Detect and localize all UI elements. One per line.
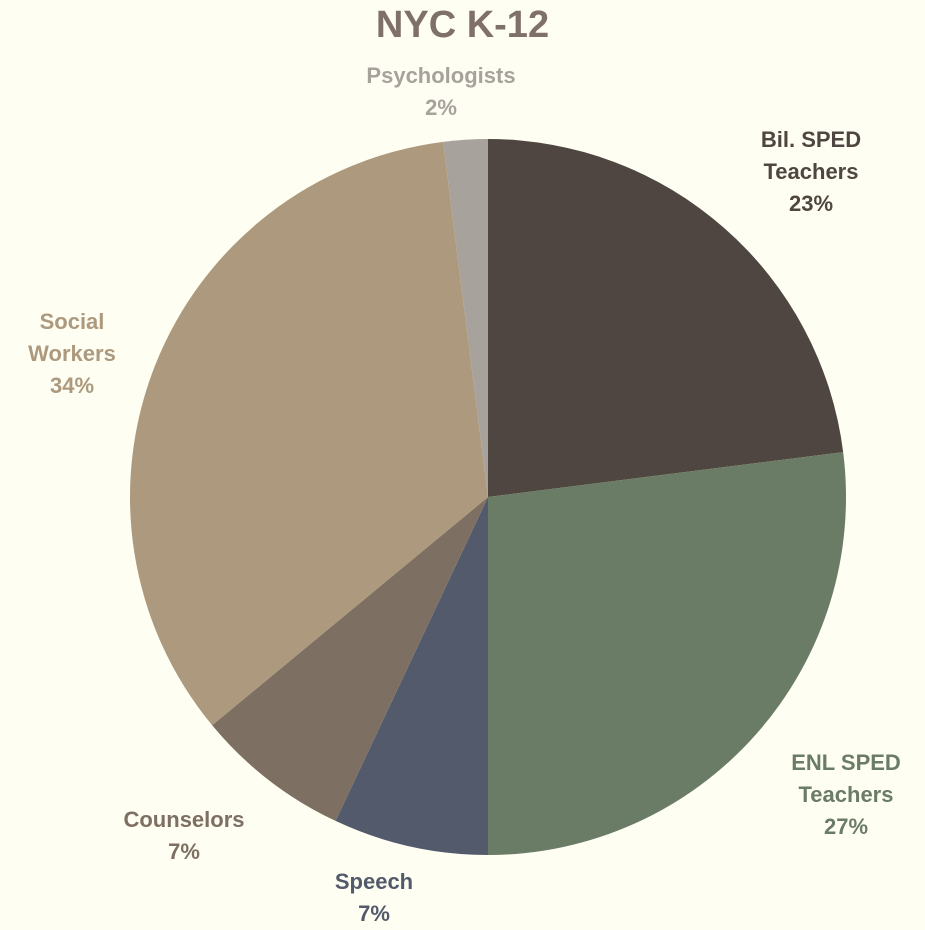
value-label: 34%: [49, 373, 95, 398]
value-label: 27%: [823, 814, 869, 839]
slice-label: Counselors 7%: [84, 804, 284, 868]
slice-label: ENL SPED Teachers 27%: [771, 747, 921, 843]
pie-slice: [129, 141, 488, 726]
category-label: Speech: [334, 869, 414, 894]
category-label: Social Workers: [28, 309, 116, 366]
value-label: 2%: [425, 95, 457, 120]
pie-slice: [212, 497, 489, 821]
pie-slice: [335, 497, 488, 855]
value-label: 7%: [358, 901, 390, 926]
chart-title: NYC K-12: [375, 4, 550, 46]
slice-label: Bil. SPED Teachers 23%: [736, 124, 886, 220]
value-label: 7%: [168, 839, 200, 864]
slice-label: Psychologists 2%: [331, 60, 551, 124]
category-label: Psychologists: [366, 63, 516, 88]
slice-label: Social Workers 34%: [17, 306, 127, 402]
category-label: ENL SPED Teachers: [791, 750, 901, 807]
category-label: Counselors: [123, 807, 245, 832]
pie-slice: [488, 139, 844, 497]
pie-slice: [443, 139, 488, 497]
slice-label: Speech 7%: [299, 866, 449, 930]
pie-slice: [488, 452, 846, 855]
value-label: 23%: [788, 191, 834, 216]
category-label: Bil. SPED Teachers: [760, 127, 862, 184]
